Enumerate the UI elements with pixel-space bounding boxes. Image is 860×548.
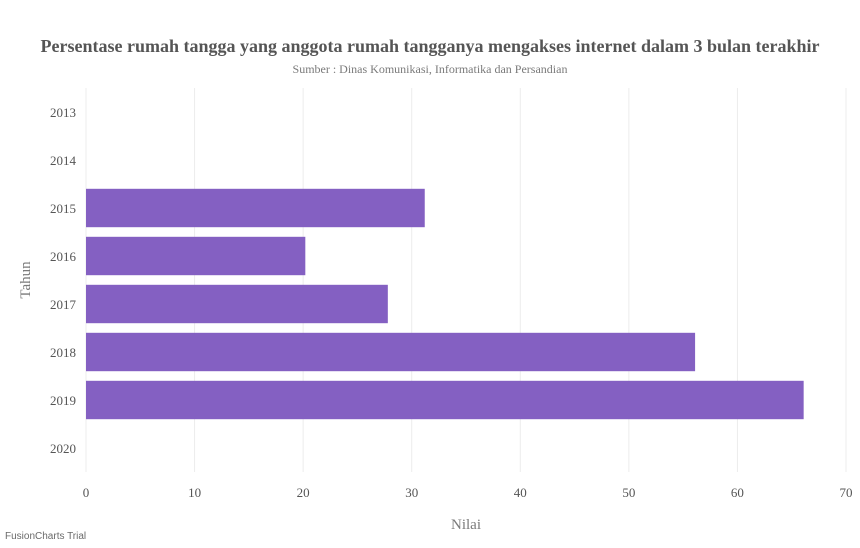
y-axis-title: Tahun — [18, 261, 34, 299]
x-tick-label: 20 — [297, 485, 310, 500]
x-tick-label: 0 — [83, 485, 90, 500]
y-tick-label: 2017 — [50, 297, 77, 312]
y-tick-label: 2015 — [50, 201, 76, 216]
y-tick-label: 2014 — [50, 153, 77, 168]
x-axis-title: Nilai — [451, 517, 481, 533]
y-tick-label: 2020 — [50, 441, 76, 456]
bar-2017 — [86, 284, 388, 324]
bar-2016 — [86, 236, 306, 276]
bar-2015 — [86, 188, 425, 228]
y-tick-label: 2013 — [50, 105, 76, 120]
x-tick-label: 40 — [514, 485, 527, 500]
x-tick-label: 70 — [840, 485, 853, 500]
x-tick-label: 50 — [622, 485, 635, 500]
chart-title: Persentase rumah tangga yang anggota rum… — [40, 36, 820, 56]
y-tick-label: 2016 — [50, 249, 77, 264]
bar-2019 — [86, 380, 804, 420]
chart-subtitle: Sumber : Dinas Komunikasi, Informatika d… — [292, 62, 568, 76]
y-tick-label: 2018 — [50, 345, 76, 360]
bar-2018 — [86, 332, 696, 372]
y-tick-label: 2019 — [50, 393, 76, 408]
x-tick-label: 10 — [188, 485, 201, 500]
x-tick-label: 60 — [731, 485, 744, 500]
x-tick-label: 30 — [405, 485, 418, 500]
fusioncharts-credit[interactable]: FusionCharts Trial — [5, 531, 87, 542]
